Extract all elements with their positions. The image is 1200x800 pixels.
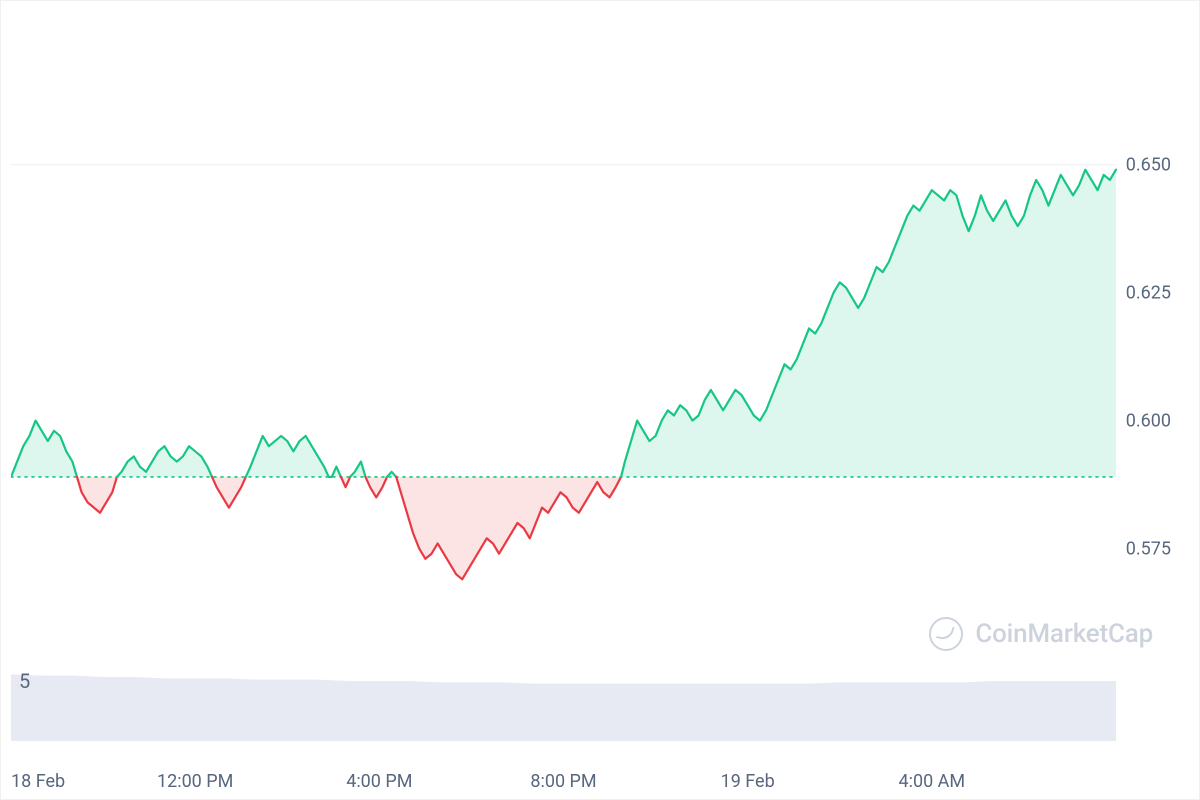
coinmarketcap-watermark: CoinMarketCap bbox=[929, 617, 1153, 651]
y-tick-label: 0.650 bbox=[1126, 154, 1171, 175]
x-tick-label: 19 Feb bbox=[721, 771, 775, 792]
y-tick-label: 0.575 bbox=[1126, 538, 1171, 559]
y-tick-label: 0.600 bbox=[1126, 410, 1171, 431]
coinmarketcap-logo-icon bbox=[929, 617, 963, 651]
y-tick-label: 0.625 bbox=[1126, 282, 1171, 303]
watermark-text: CoinMarketCap bbox=[975, 619, 1153, 649]
x-tick-label: 12:00 PM bbox=[157, 771, 233, 792]
x-tick-label: 8:00 PM bbox=[530, 771, 596, 792]
x-tick-label: 18 Feb bbox=[11, 771, 65, 792]
x-tick-label: 4:00 PM bbox=[346, 771, 412, 792]
chart-area[interactable]: 0.575 0.600 0.625 0.650 18 Feb 12:00 PM 4:00 … bbox=[11, 11, 1189, 789]
chart-container: 0.575 0.600 0.625 0.650 18 Feb 12:00 PM 4:00 … bbox=[0, 0, 1200, 800]
price-chart-svg bbox=[11, 11, 1191, 791]
x-tick-label: 4:00 AM bbox=[899, 771, 966, 792]
volume-axis-label: 5 bbox=[19, 669, 30, 693]
